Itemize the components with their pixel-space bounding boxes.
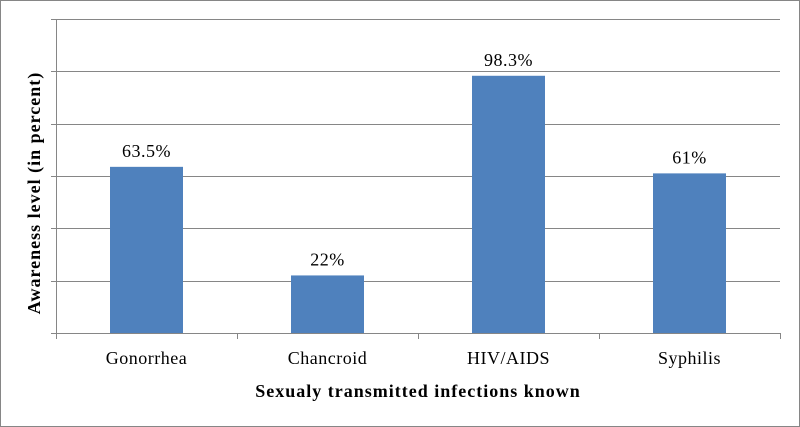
data-label: 63.5% <box>122 141 171 161</box>
axes <box>51 19 781 339</box>
bars <box>110 75 726 333</box>
data-label: 22% <box>310 249 345 269</box>
x-axis-title: Sexualy transmitted infections known <box>255 381 581 401</box>
bar-syphilis <box>653 173 726 333</box>
x-tick-label: Gonorrhea <box>106 348 187 368</box>
y-axis-title: Awareness level (in percent) <box>24 72 45 314</box>
x-tick-label: HIV/AIDS <box>467 348 550 368</box>
data-labels: 63.5% 22% 98.3% 61% <box>122 50 707 270</box>
data-label: 61% <box>672 147 707 167</box>
x-tick-label: Chancroid <box>288 348 367 368</box>
data-label: 98.3% <box>484 50 533 70</box>
bar-hiv-aids <box>472 75 545 333</box>
x-tick-labels: Gonorrhea Chancroid HIV/AIDS Syphilis <box>106 348 721 368</box>
bar-chancroid <box>291 275 364 333</box>
bar-gonorrhea <box>110 166 183 333</box>
x-tick-label: Syphilis <box>658 348 721 368</box>
